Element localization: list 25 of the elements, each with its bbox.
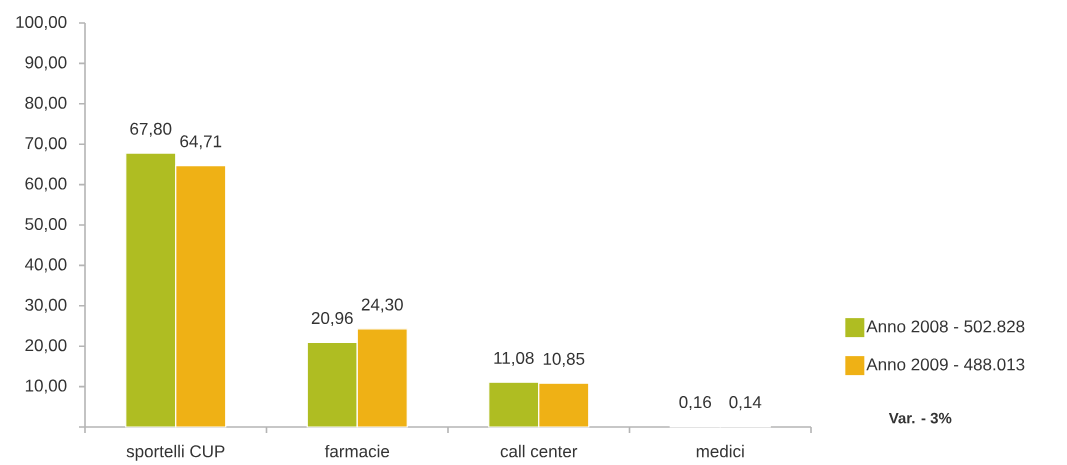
- y-tick-label: 20,00: [25, 339, 67, 354]
- x-tick-label: farmacie: [324, 444, 390, 458]
- data-label: 24,30: [361, 298, 403, 313]
- text: Var. - 3%: [888, 412, 952, 424]
- y-tick-label: 10,00: [25, 379, 67, 394]
- legend-label: Anno 2008 - 502.828: [866, 320, 1025, 333]
- x-tick-label: sportelli CUP: [126, 444, 225, 461]
- data-label: 64,71: [180, 135, 222, 150]
- data-label: 10,85: [543, 352, 585, 367]
- data-label: 0,16: [679, 396, 712, 411]
- data-label: 20,96: [311, 312, 353, 327]
- y-tick-label: 50,00: [25, 217, 67, 233]
- legend-label: Anno 2009 - 488.013: [866, 358, 1025, 371]
- y-tick-label: 100,00: [16, 15, 67, 31]
- y-tick-label: 90,00: [25, 56, 67, 71]
- x-tick-label: medici: [696, 444, 744, 458]
- y-tick-label: 80,00: [25, 96, 67, 111]
- y-tick-label: 30,00: [25, 298, 67, 313]
- data-label: 11,08: [494, 351, 534, 366]
- y-tick-label: 60,00: [25, 177, 67, 192]
- x-tick-label: call center: [500, 444, 578, 458]
- data-label: 67,80: [130, 122, 172, 137]
- y-tick-label: 70,00: [25, 137, 67, 152]
- y-tick-label: 40,00: [24, 258, 67, 273]
- data-label: 0,14: [729, 396, 762, 411]
